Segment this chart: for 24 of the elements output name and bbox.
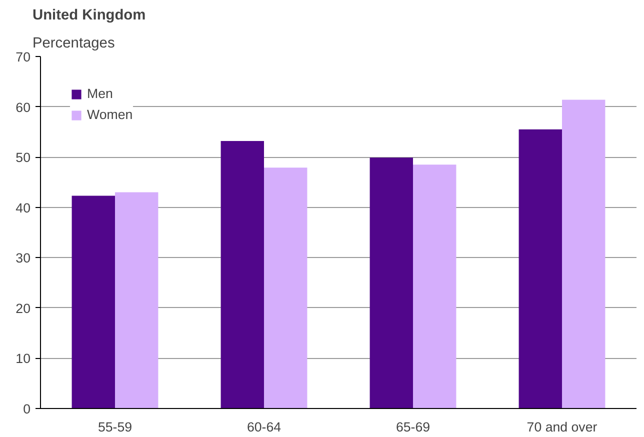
y-tick-label: 30 xyxy=(16,250,31,266)
bar xyxy=(220,140,264,408)
bar xyxy=(115,192,158,408)
y-tick-label: 40 xyxy=(16,200,31,216)
y-tick-label: 60 xyxy=(16,100,31,115)
y-tick-label: 50 xyxy=(16,150,31,166)
bar xyxy=(518,129,562,408)
bar xyxy=(413,164,456,408)
y-tick-label: 10 xyxy=(16,351,31,366)
legend-label: Women xyxy=(87,107,133,122)
x-tick-label: 55-59 xyxy=(98,420,132,434)
y-tick-label: 70 xyxy=(16,50,31,64)
chart-title: United Kingdom xyxy=(32,8,146,24)
chart-subtitle: Percentages xyxy=(32,36,115,52)
x-tick-label: 60-64 xyxy=(246,420,282,434)
y-tick-label: 20 xyxy=(16,300,31,316)
bar xyxy=(370,158,413,408)
x-tick-label: 65-69 xyxy=(396,420,430,434)
bar xyxy=(562,100,606,408)
y-tick-label: 0 xyxy=(23,402,31,416)
bar xyxy=(264,168,308,408)
x-tick-label: 70 and over xyxy=(526,420,598,434)
legend-label: Men xyxy=(87,86,113,101)
bar xyxy=(72,196,115,408)
